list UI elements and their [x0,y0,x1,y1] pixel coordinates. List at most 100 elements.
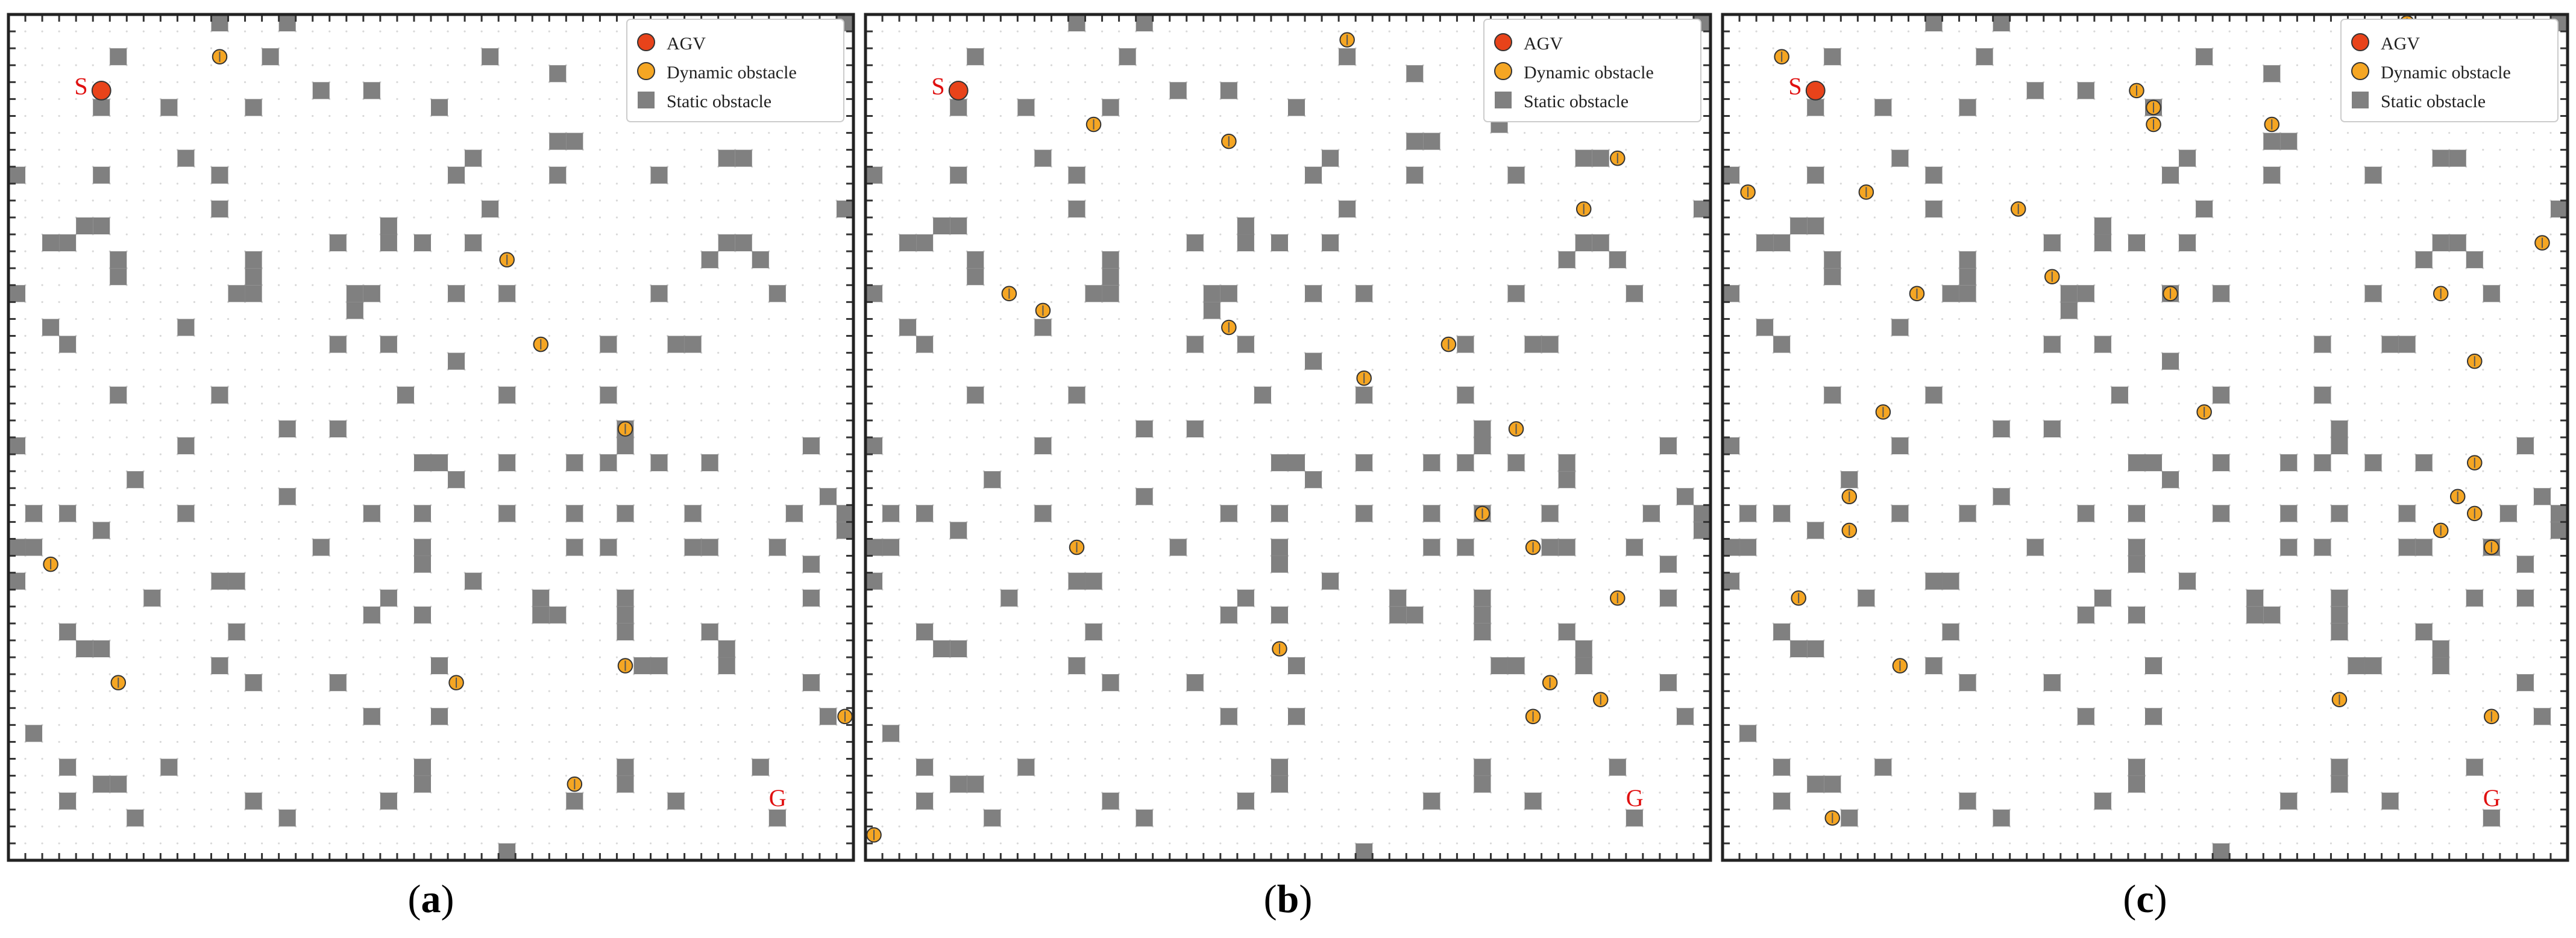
static-obstacle [2516,589,2534,607]
static-obstacle [802,555,820,573]
static-obstacle [8,539,26,556]
static-obstacle [482,48,499,66]
static-obstacle [1723,437,1740,455]
static-obstacle [802,589,820,607]
static-obstacle [1237,792,1254,810]
static-obstacle [836,200,853,217]
static-obstacle [1406,133,1424,150]
static-obstacle [1136,14,1153,32]
static-obstacle [1085,623,1102,640]
static-obstacle [752,758,769,776]
static-obstacle [1541,505,1559,522]
static-obstacle [2449,149,2466,167]
static-obstacle [93,640,110,658]
static-obstacle [1457,539,1474,556]
static-obstacle [617,505,634,522]
static-obstacle [1993,809,2010,827]
legend-agv-icon [2351,33,2369,51]
static-obstacle [916,792,934,810]
static-obstacle [2077,708,2094,725]
static-obstacle [2145,454,2163,472]
static-obstacle [465,572,482,590]
static-obstacle [1558,471,1575,489]
static-obstacle [916,336,934,353]
static-obstacle [882,725,900,742]
static-obstacle [1609,251,1626,269]
static-obstacle [752,251,769,269]
static-obstacle [1305,166,1322,184]
static-obstacle [1891,319,1909,336]
static-obstacle [413,234,431,252]
static-obstacle [2263,606,2281,624]
static-obstacle [1723,285,1740,302]
static-obstacle [1925,386,1943,404]
static-obstacle [2077,505,2094,522]
static-obstacle [718,657,735,675]
static-obstacle [1288,454,1305,472]
static-obstacle [984,809,1001,827]
static-obstacle [1824,268,1841,286]
static-obstacle [2060,285,2078,302]
static-obstacle [1186,420,1204,437]
static-obstacle [2128,555,2145,573]
static-obstacle [2483,285,2500,302]
static-obstacle [1693,522,1711,539]
static-obstacle [2314,539,2331,556]
static-obstacle [2398,505,2416,522]
static-obstacle [413,505,431,522]
static-obstacle [1423,133,1440,150]
panel-a: S G AGV Dynamic obstacle Static obstacle [6,12,856,863]
static-obstacle [2415,251,2433,269]
legend-static-label: Static obstacle [667,92,771,111]
static-obstacle [1925,14,1943,32]
static-obstacle [865,539,883,556]
static-obstacle [110,48,127,66]
static-obstacle [1102,99,1119,116]
static-obstacle [950,217,967,235]
static-obstacle [498,285,516,302]
static-obstacle [701,251,718,269]
static-obstacle [819,488,837,505]
static-obstacle [363,606,380,624]
static-obstacle [836,522,853,539]
static-obstacle [448,166,465,184]
static-obstacle [617,775,634,793]
static-obstacle [1807,775,1824,793]
legend-static-icon [638,92,655,108]
static-obstacle [785,505,803,522]
static-obstacle [1474,437,1491,455]
static-obstacle [1773,336,1791,353]
static-obstacle [1389,606,1407,624]
static-obstacle [1119,48,1136,66]
static-obstacle [549,65,567,83]
legend-agv-label: AGV [667,34,706,54]
static-obstacle [2128,234,2145,252]
caption-b: (b) [1263,877,1313,921]
static-obstacle [967,268,984,286]
static-obstacle [1942,285,1959,302]
caption-letter-a: a [421,877,441,921]
legend: AGV Dynamic obstacle Static obstacle [626,19,844,122]
static-obstacle [1723,539,1740,556]
static-obstacle [2145,708,2163,725]
static-obstacle [143,589,161,607]
static-obstacle [532,606,550,624]
static-obstacle [76,640,93,658]
static-obstacle [1507,166,1525,184]
static-obstacle [1237,217,1254,235]
static-obstacle [2314,454,2331,472]
static-obstacle [2432,640,2449,658]
static-obstacle [1457,386,1474,404]
static-obstacle [8,437,26,455]
static-obstacle [2263,65,2281,83]
static-obstacle [617,437,634,455]
static-obstacle [2111,386,2128,404]
static-obstacle [836,505,853,522]
static-obstacle [1102,251,1119,269]
static-obstacle [1389,589,1407,607]
static-obstacle [617,606,634,624]
static-obstacle [650,454,668,472]
static-obstacle [312,539,330,556]
static-obstacle [1773,505,1791,522]
static-obstacle [1186,336,1204,353]
